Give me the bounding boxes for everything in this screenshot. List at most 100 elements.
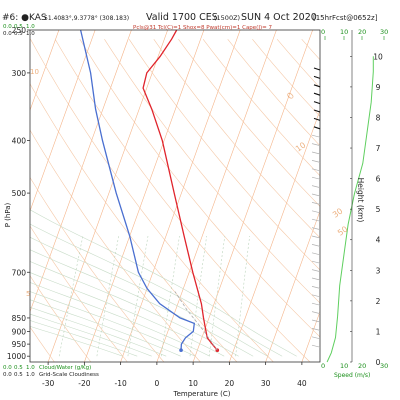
isotherm-line: [120, 30, 241, 362]
height-tick-label: 1: [376, 327, 381, 336]
wind-barb: [313, 117, 321, 121]
moist-adiabat-line: [30, 249, 254, 357]
cloud-water-label: Cloud/Water (g/Kg): [39, 365, 91, 371]
skew-label-1: 0: [286, 91, 298, 102]
utc-time: (1500Z): [214, 14, 240, 22]
top-scale-right-0: 0: [321, 28, 325, 36]
moist-adiabat-line: [30, 291, 196, 357]
top-scale-left-b-0: 0.0: [3, 31, 12, 37]
isotherm-line: [30, 30, 60, 112]
isotherm-line: [192, 30, 313, 362]
dry-adiabat-line: [54, 39, 311, 362]
dry-adiabat-line: [79, 39, 320, 338]
bottom-scale-r1-1: 0.5: [14, 365, 23, 371]
skew-label-0: 10: [30, 68, 39, 76]
bottom-scale-r1-0: 0.0: [3, 365, 12, 371]
wind-barb: [313, 84, 321, 88]
moist-adiabat-line: [30, 313, 152, 357]
wind-barb: [311, 235, 321, 239]
bottom-scale-r2-2: 1.0: [26, 372, 35, 378]
dewpoint-line: [79, 29, 196, 351]
valid-date: SUN 4 Oct 2020: [241, 12, 317, 23]
y-tick-label: 950: [12, 340, 27, 349]
top-scale-right-3: 30: [380, 28, 388, 36]
height-tick-label: 5: [376, 205, 381, 214]
y-tick-label: 250: [12, 26, 27, 35]
top-scale-left-1: 0.5: [14, 24, 23, 30]
speed-label: Speed (m/s): [334, 372, 370, 379]
wind-barb: [311, 252, 321, 256]
isotherm-line: [84, 30, 205, 362]
dry-adiabat-line: [30, 326, 55, 362]
mixing-ratio-line: [189, 235, 207, 357]
moist-adiabat-line: [30, 299, 181, 357]
dry-adiabat-line: [30, 39, 274, 362]
wind-barb: [313, 126, 321, 130]
moist-adiabat-line: [30, 261, 239, 357]
height-tick-label: 0: [376, 358, 381, 367]
wind-barb: [311, 134, 321, 138]
wind-barb: [311, 277, 321, 281]
dry-adiabat-line: [301, 39, 320, 61]
mixing-ratio-line: [208, 235, 226, 357]
y-tick-label: 900: [12, 327, 27, 336]
wind-barb: [311, 286, 321, 289]
dry-adiabat-line: [104, 39, 320, 304]
moist-adiabat-line: [30, 282, 210, 357]
wind-barb: [311, 151, 321, 155]
y-tick-label: 500: [12, 189, 27, 198]
mixing-ratio-line: [160, 235, 180, 357]
mixing-ratio-line: [96, 235, 119, 357]
speed-tick-3: 30: [380, 362, 388, 370]
bottom-scale-r2-0: 0.0: [3, 372, 12, 378]
wind-barb: [311, 311, 321, 314]
x-axis-title: Temperature (C): [173, 390, 231, 398]
y-tick-label: 400: [12, 137, 27, 146]
wind-barb: [311, 202, 321, 205]
moist-adiabat-line: [30, 272, 225, 357]
forecast-label: [15hrFcst@0652z]: [313, 14, 378, 22]
wind-barb: [311, 319, 321, 323]
dry-adiabat-line: [30, 176, 165, 362]
y-axis-title: P (hPa): [4, 202, 12, 227]
skew-label-4: 5: [26, 290, 30, 298]
speed-tick-0: 0: [321, 362, 325, 370]
dry-adiabat-line: [30, 275, 92, 362]
wind-barb: [311, 143, 321, 146]
wind-barb: [311, 328, 321, 331]
x-tick-label: 40: [297, 379, 307, 388]
speed-tick-1: 10: [340, 362, 348, 370]
station-coords: 51.4083°,9.3778° (308.183): [44, 15, 129, 22]
x-tick-label: 20: [225, 379, 235, 388]
moist-adiabat-line: [30, 320, 138, 357]
isotherm-line: [374, 30, 400, 362]
skew-label-2: 10: [294, 140, 308, 153]
dry-adiabat-line: [227, 39, 320, 147]
wind-barb: [311, 227, 321, 230]
speed-tick-2: 20: [358, 362, 366, 370]
x-tick-label: 0: [154, 379, 159, 388]
moist-adiabat-line: [30, 223, 283, 357]
wind-barb: [311, 244, 321, 247]
dewpoint-surface-point: [179, 348, 183, 353]
isotherm-line: [47, 30, 168, 362]
wind-barb: [313, 67, 321, 71]
station-label: #6: ●KAS: [2, 13, 47, 23]
wind-barb: [313, 92, 321, 96]
wind-barb: [311, 294, 321, 298]
x-tick-label: -20: [78, 379, 90, 388]
isotherm-line: [301, 310, 320, 362]
wind-barb: [313, 101, 321, 105]
height-tick-label: 3: [376, 266, 381, 275]
height-tick-label: 9: [376, 83, 381, 92]
wind-barb: [313, 109, 321, 113]
grid-lines: [30, 30, 400, 362]
height-tick-label: 4: [376, 236, 381, 245]
isotherm-line: [156, 30, 277, 362]
wind-barb: [311, 176, 321, 180]
isotherm-line: [30, 30, 96, 212]
x-tick-label: -30: [42, 379, 54, 388]
moist-adiabat-line: [30, 306, 167, 357]
top-scale-left-b-1: 0.5: [14, 31, 23, 37]
